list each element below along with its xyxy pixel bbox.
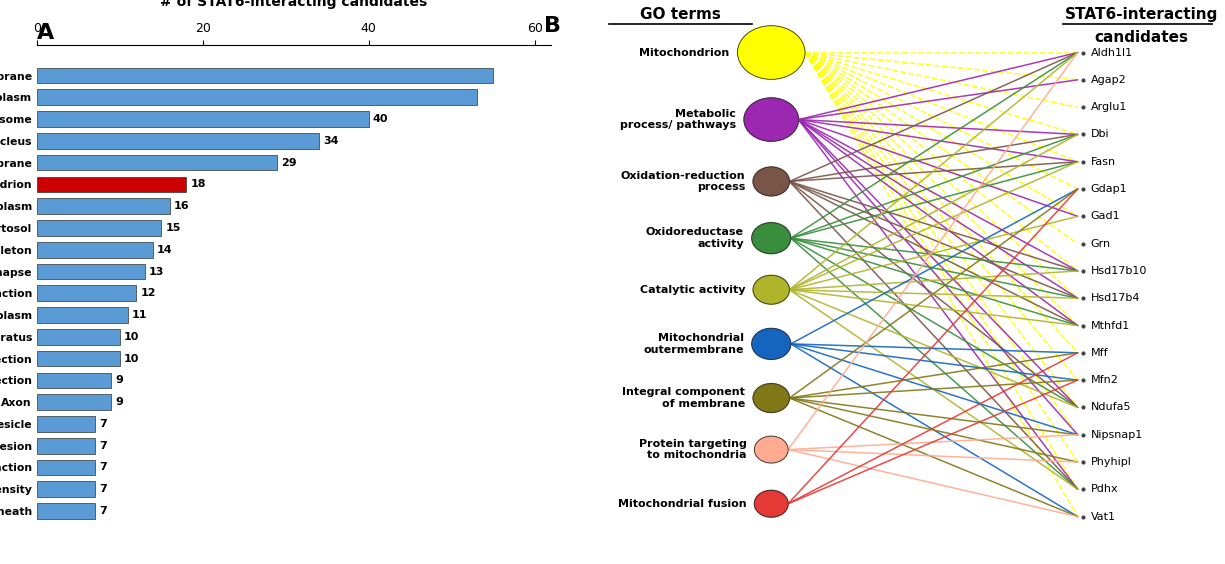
Text: STAT6-interacting: STAT6-interacting xyxy=(1065,7,1218,21)
Bar xyxy=(37,482,94,497)
Circle shape xyxy=(737,26,805,80)
Text: Mthfd1: Mthfd1 xyxy=(1090,320,1129,331)
Text: Gdap1: Gdap1 xyxy=(1090,184,1127,194)
Text: B: B xyxy=(544,16,561,37)
Text: A: A xyxy=(37,23,54,42)
Circle shape xyxy=(744,98,799,141)
Text: 7: 7 xyxy=(99,440,107,451)
Bar xyxy=(37,329,120,345)
Text: Catalytic activity: Catalytic activity xyxy=(639,285,745,295)
Text: 7: 7 xyxy=(99,462,107,473)
Text: Fasn: Fasn xyxy=(1090,157,1116,167)
Bar xyxy=(37,155,277,170)
Bar xyxy=(37,242,153,258)
Bar xyxy=(37,394,111,410)
Text: Grn: Grn xyxy=(1090,239,1111,249)
Bar xyxy=(37,460,94,475)
Text: Dbi: Dbi xyxy=(1090,129,1110,139)
Text: Hsd17b10: Hsd17b10 xyxy=(1090,266,1147,276)
Text: candidates: candidates xyxy=(1094,30,1188,45)
Bar xyxy=(37,503,94,519)
Bar xyxy=(37,416,94,432)
Text: 16: 16 xyxy=(174,201,190,211)
Text: Nipsnap1: Nipsnap1 xyxy=(1090,430,1143,440)
Bar xyxy=(37,68,494,83)
Circle shape xyxy=(752,328,791,359)
Text: 34: 34 xyxy=(323,136,338,146)
Circle shape xyxy=(755,490,788,517)
Text: 9: 9 xyxy=(115,376,124,385)
Text: 7: 7 xyxy=(99,484,107,494)
Text: 14: 14 xyxy=(157,245,173,255)
Text: Gad1: Gad1 xyxy=(1090,212,1121,221)
Bar xyxy=(37,263,145,279)
Text: 10: 10 xyxy=(124,354,140,364)
Text: 18: 18 xyxy=(190,179,206,190)
Text: 9: 9 xyxy=(115,397,124,407)
Text: Mfn2: Mfn2 xyxy=(1090,375,1118,385)
Text: Aldh1l1: Aldh1l1 xyxy=(1090,47,1133,58)
Circle shape xyxy=(753,384,789,412)
Text: GO terms: GO terms xyxy=(639,7,720,21)
Text: 13: 13 xyxy=(148,267,164,276)
Text: Mitochondrial
outermembrane: Mitochondrial outermembrane xyxy=(643,333,744,355)
Text: 40: 40 xyxy=(372,114,388,124)
Text: 10: 10 xyxy=(124,332,140,342)
Bar xyxy=(37,307,129,323)
Text: Oxidoreductase
activity: Oxidoreductase activity xyxy=(646,227,744,249)
Text: Arglu1: Arglu1 xyxy=(1090,102,1127,112)
Bar xyxy=(37,90,477,105)
Text: 15: 15 xyxy=(165,223,181,233)
Text: 7: 7 xyxy=(99,419,107,429)
Circle shape xyxy=(753,275,789,304)
Circle shape xyxy=(752,223,791,254)
Text: 7: 7 xyxy=(99,506,107,516)
Bar xyxy=(37,373,111,388)
Bar xyxy=(37,351,120,367)
Bar xyxy=(37,438,94,453)
Text: Integral component
of membrane: Integral component of membrane xyxy=(622,387,745,409)
Text: Phyhipl: Phyhipl xyxy=(1090,457,1132,467)
Text: Protein targeting
to mitochondria: Protein targeting to mitochondria xyxy=(638,439,746,460)
Text: Mitochondrion: Mitochondrion xyxy=(639,47,730,58)
Bar xyxy=(37,177,186,192)
Circle shape xyxy=(753,167,789,196)
Text: Hsd17b4: Hsd17b4 xyxy=(1090,293,1140,303)
Text: 12: 12 xyxy=(141,288,156,298)
Text: Pdhx: Pdhx xyxy=(1090,484,1118,494)
Bar xyxy=(37,133,318,149)
Title: # of STAT6-interacting candidates: # of STAT6-interacting candidates xyxy=(160,0,428,9)
Text: 29: 29 xyxy=(282,157,298,168)
Text: Ndufa5: Ndufa5 xyxy=(1090,403,1131,412)
Bar xyxy=(37,220,162,236)
Bar xyxy=(37,199,169,214)
Text: Mff: Mff xyxy=(1090,348,1109,358)
Bar xyxy=(37,111,369,127)
Text: Vat1: Vat1 xyxy=(1090,512,1116,522)
Text: 11: 11 xyxy=(132,310,148,320)
Text: Mitochondrial fusion: Mitochondrial fusion xyxy=(617,499,746,509)
Circle shape xyxy=(755,436,788,463)
Text: Agap2: Agap2 xyxy=(1090,75,1127,85)
Text: Oxidation-reduction
process: Oxidation-reduction process xyxy=(621,171,745,192)
Bar xyxy=(37,285,136,301)
Text: Metabolic
process/ pathways: Metabolic process/ pathways xyxy=(620,109,736,130)
